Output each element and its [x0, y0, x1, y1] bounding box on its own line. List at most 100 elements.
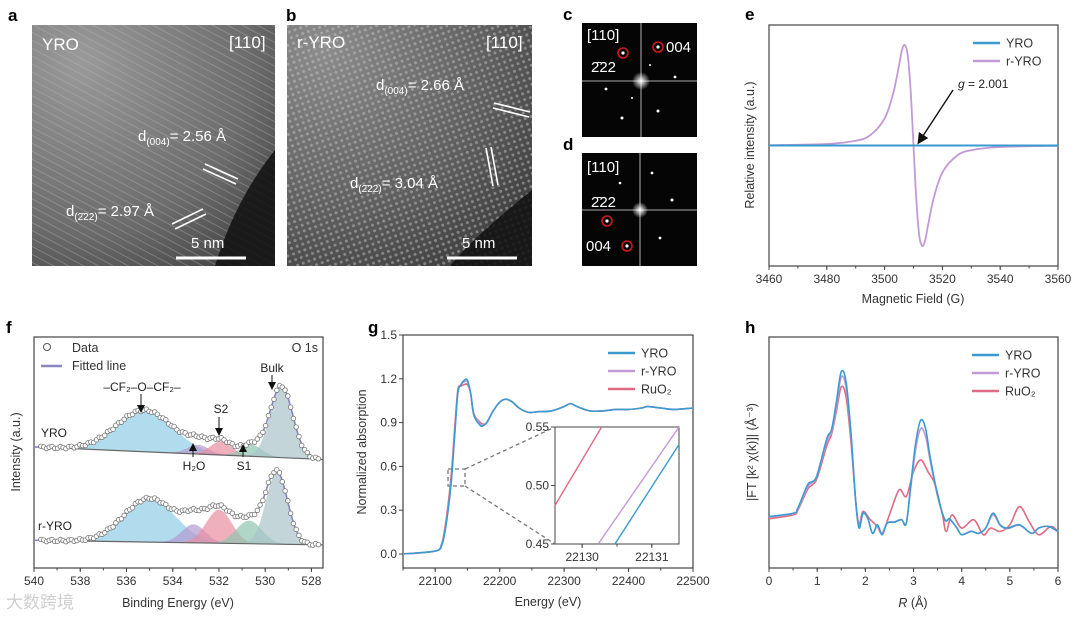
spot-label-004: 004 [586, 238, 611, 255]
data-point [254, 436, 261, 442]
zoom-connector [464, 485, 556, 545]
x-tick-label: 540 [24, 574, 44, 588]
x-tick-label: 22131 [635, 550, 669, 564]
xps-axes [33, 336, 324, 569]
inset-series-line [554, 426, 603, 506]
stem-image-yro: YRO [110] d(004)= 2.56 Å d(2̄22)= 2.97 Å… [32, 25, 275, 266]
x-axis-title-f: Binding Energy (eV) [122, 596, 234, 610]
x-tick-label: 5 [1006, 574, 1013, 588]
inset-axes [554, 426, 680, 545]
y-tick-label: 1.2 [380, 372, 397, 386]
data-point [271, 396, 277, 403]
x-tick-label: 3 [910, 574, 917, 588]
component-peak [34, 410, 321, 460]
panel-label-a: a [8, 6, 18, 25]
scale-bar-label: 5 nm [191, 235, 224, 252]
d-spacing-004: d(004)= 2.56 Å [138, 128, 226, 148]
highlight-circle [601, 215, 613, 227]
x-tick-label: 1 [814, 574, 821, 588]
data-point [290, 520, 297, 527]
y-tick-label: 0.6 [380, 459, 397, 473]
component-peak [34, 386, 321, 460]
x-tick-label: 3460 [756, 272, 783, 286]
data-point [102, 530, 108, 536]
legend-label: RuO₂ [1005, 385, 1036, 399]
x-tick-label: 2 [862, 574, 869, 588]
lattice-fringe-marker [171, 163, 239, 230]
spectrum-label-yro: YRO [41, 426, 67, 440]
data-point [163, 501, 169, 508]
panel-label-h: h [745, 318, 755, 337]
inset-series-line [597, 426, 680, 545]
spectrum-r-yro [33, 467, 324, 548]
legend-label: YRO [1006, 37, 1033, 51]
zoom-connector [464, 426, 556, 470]
peak-label-bulk: Bulk [260, 361, 284, 375]
sample-label: YRO [42, 35, 79, 54]
x-tick-label: 22130 [565, 550, 599, 564]
data-point [268, 473, 274, 479]
y-axis-title-g: Normalized absorption [355, 389, 369, 514]
watermark: 大数跨境 [6, 593, 74, 612]
data-point [285, 393, 291, 399]
x-tick-label: 532 [209, 574, 229, 588]
d-spacing-004: d(004)= 2.66 Å [376, 77, 464, 97]
zone-axis-label: [110] [486, 33, 523, 52]
x-tick-label: 22200 [483, 574, 517, 588]
data-point [287, 510, 294, 516]
data-point [251, 511, 258, 518]
peak-label-h2o: H₂O [183, 459, 206, 473]
data-point [121, 512, 127, 519]
data-point [296, 532, 302, 539]
data-point [282, 488, 288, 494]
component-peak [34, 524, 321, 545]
x-tick-label: 0 [766, 574, 773, 588]
peak-label-cf2: –CF₂–O–CF₂– [103, 380, 181, 394]
data-point [262, 422, 269, 429]
data-point [285, 498, 291, 504]
data-point [315, 456, 322, 462]
x-tick-label: 538 [70, 574, 90, 588]
x-tick-label: 530 [255, 574, 275, 588]
zone-axis-label: [110] [587, 27, 619, 44]
legend-label: r-YRO [1005, 367, 1041, 381]
legend-data-label: Data [72, 341, 98, 355]
inset-series-line [614, 444, 680, 545]
y-tick-label: 0.3 [380, 503, 397, 517]
x-tick-label: 3480 [813, 272, 840, 286]
data-point [118, 516, 125, 522]
d-spacing-222: d(2̄22)= 3.04 Å [350, 175, 438, 195]
x-tick-label: 22500 [676, 574, 710, 588]
highlight-circle [617, 47, 629, 59]
x-axis-title-g: Energy (eV) [515, 595, 582, 609]
data-point [279, 479, 286, 485]
x-tick-label: 4 [958, 574, 965, 588]
legend-label: YRO [1005, 349, 1032, 363]
y-tick-label: 0.50 [526, 479, 550, 493]
panel-label-e: e [745, 5, 754, 24]
data-point [290, 415, 297, 422]
data-point [260, 497, 266, 504]
y-tick-label: 0.45 [526, 537, 550, 551]
series-line [768, 385, 1059, 536]
component-peak [34, 444, 321, 460]
legend-label: r-YRO [641, 365, 677, 379]
data-point [268, 404, 274, 411]
data-point [299, 442, 305, 449]
data-point [265, 479, 272, 486]
data-point [296, 433, 302, 440]
fft-pattern-yro: [110] 2̄22 004 [582, 23, 697, 137]
data-point [110, 524, 116, 530]
g-value-annotation: g = 2.001 [958, 77, 1009, 91]
y-tick-label: 0.55 [526, 420, 550, 434]
lattice-fringe-marker [485, 102, 531, 187]
x-tick-label: 528 [301, 574, 321, 588]
x-axis-title-h: R (Å) [898, 595, 927, 610]
x-tick-label: 536 [116, 574, 136, 588]
panel-label-c: c [563, 5, 572, 24]
y-axis-title-h: |FT [k² χ(k)]| (Å⁻³) [744, 403, 759, 501]
data-point [262, 489, 269, 496]
xanes-axes [402, 334, 694, 569]
y-tick-label: 0.9 [380, 416, 397, 430]
